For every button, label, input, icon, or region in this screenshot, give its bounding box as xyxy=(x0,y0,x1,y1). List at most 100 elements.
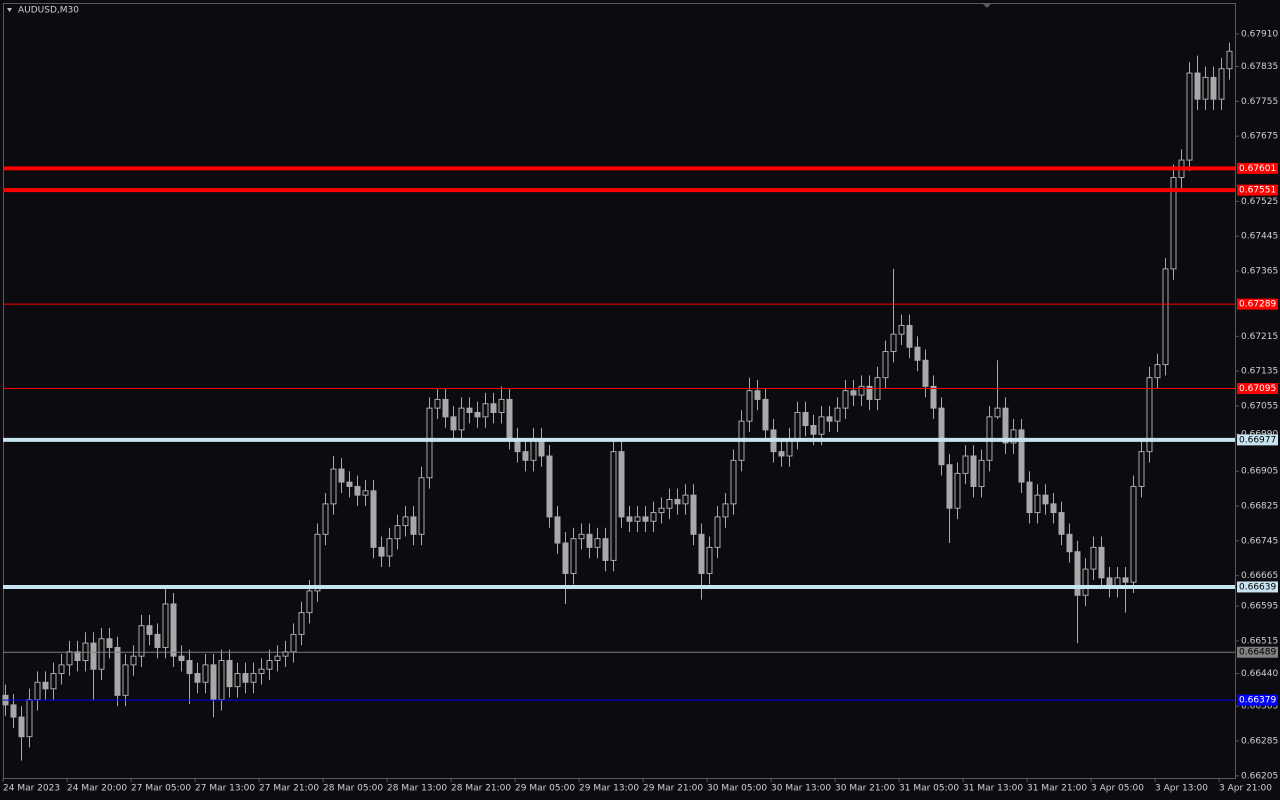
candle-body xyxy=(458,407,465,431)
candle-body xyxy=(362,490,369,496)
level-label: 0.67095 xyxy=(1239,384,1276,394)
candle-body xyxy=(154,633,161,648)
candle-body xyxy=(802,411,809,427)
candle-body xyxy=(242,673,249,683)
candle-body xyxy=(346,481,353,487)
candle-body xyxy=(618,451,625,518)
candle-body xyxy=(1026,481,1033,514)
candle-body xyxy=(34,681,41,701)
candle-body xyxy=(1186,72,1193,161)
x-tick-label: 31 Mar 05:00 xyxy=(899,784,959,794)
candle-body xyxy=(1090,546,1097,570)
candle-body xyxy=(634,516,641,522)
level-label: 0.66977 xyxy=(1239,435,1276,445)
candle-body xyxy=(658,507,665,514)
y-tick-label: 0.67675 xyxy=(1241,132,1278,142)
x-tick-label: 30 Mar 05:00 xyxy=(707,784,767,794)
menu-arrow[interactable] xyxy=(7,8,12,12)
candle-body xyxy=(650,512,657,522)
candle-body xyxy=(882,351,889,379)
candle-body xyxy=(482,403,489,418)
candle-body xyxy=(962,455,969,474)
candle-body xyxy=(610,451,617,561)
y-tick-label: 0.67910 xyxy=(1241,29,1278,39)
candle-body xyxy=(290,633,297,653)
candle-body xyxy=(298,612,305,635)
level-label-box xyxy=(1237,383,1278,395)
candle-body xyxy=(1058,512,1065,535)
x-tick-label: 28 Mar 13:00 xyxy=(387,784,447,794)
plot xyxy=(2,42,1233,761)
candle-body xyxy=(698,533,705,574)
x-tick-label: 31 Mar 21:00 xyxy=(1027,784,1087,794)
candle-body xyxy=(194,673,201,683)
y-tick-label: 0.66595 xyxy=(1241,602,1278,612)
candle-body xyxy=(1146,377,1153,453)
level-label-box xyxy=(1237,162,1278,174)
candle-body xyxy=(370,490,377,548)
y-tick-label: 0.67135 xyxy=(1241,367,1278,377)
candle-body xyxy=(98,638,105,670)
candle-body xyxy=(498,398,505,413)
candle-body xyxy=(594,538,601,548)
level-label: 0.67289 xyxy=(1239,300,1276,310)
candle-body xyxy=(570,538,577,574)
candle-body xyxy=(1210,76,1217,100)
level-label: 0.66489 xyxy=(1239,648,1276,658)
candle-body xyxy=(674,499,681,505)
candle-body xyxy=(306,590,313,614)
x-tick-label: 27 Mar 05:00 xyxy=(131,784,191,794)
x-tick-label: 30 Mar 13:00 xyxy=(771,784,831,794)
y-tick-label: 0.67525 xyxy=(1241,197,1278,207)
x-tick-label: 29 Mar 05:00 xyxy=(515,784,575,794)
candle-body xyxy=(506,398,513,440)
candle-body xyxy=(338,468,345,483)
x-tick-label: 28 Mar 05:00 xyxy=(323,784,383,794)
y-tick-label: 0.66365 xyxy=(1241,702,1278,712)
candle-body xyxy=(106,638,113,648)
candle-body xyxy=(266,660,273,670)
candle-body xyxy=(434,398,441,409)
candle-body xyxy=(234,673,241,688)
candle-body xyxy=(810,425,817,435)
candle-body xyxy=(626,516,633,522)
candle-body xyxy=(426,407,433,479)
candle-body xyxy=(354,485,361,496)
candle-body xyxy=(842,390,849,409)
candle-body xyxy=(146,625,153,635)
candle-body xyxy=(122,664,129,696)
level-label: 0.66379 xyxy=(1239,696,1276,706)
candle-body xyxy=(130,655,137,666)
candle-body xyxy=(186,660,193,675)
candle-body xyxy=(1042,494,1049,505)
candle-body xyxy=(394,525,401,540)
level-label-box xyxy=(1237,434,1278,446)
candle-body xyxy=(946,464,953,509)
candle-body xyxy=(1170,176,1177,270)
candle-body xyxy=(1050,503,1057,514)
x-tick-label: 24 Mar 20:00 xyxy=(67,784,127,794)
candle-body xyxy=(1194,72,1201,100)
level-label-box xyxy=(1237,694,1278,706)
candle-body xyxy=(690,494,697,535)
candle-body xyxy=(1002,407,1009,444)
candle-body xyxy=(586,533,593,548)
candle-body xyxy=(18,716,25,738)
candle-body xyxy=(914,346,921,361)
candle-body xyxy=(682,494,689,505)
candle-body xyxy=(138,625,145,657)
candle-body xyxy=(954,472,961,509)
candle-body xyxy=(522,451,529,461)
candle-body xyxy=(826,416,833,422)
candle-body xyxy=(1018,429,1025,483)
candle-body xyxy=(1218,68,1225,100)
y-tick-label: 0.66665 xyxy=(1241,571,1278,581)
candle-body xyxy=(330,468,337,505)
candle-body xyxy=(890,333,897,353)
candle-body xyxy=(58,664,65,675)
candle-body xyxy=(1082,568,1089,596)
candle-body xyxy=(202,664,209,683)
candle-body xyxy=(1122,577,1129,583)
shift-marker[interactable] xyxy=(982,3,992,8)
x-tick-label: 3 Apr 05:00 xyxy=(1091,784,1144,794)
